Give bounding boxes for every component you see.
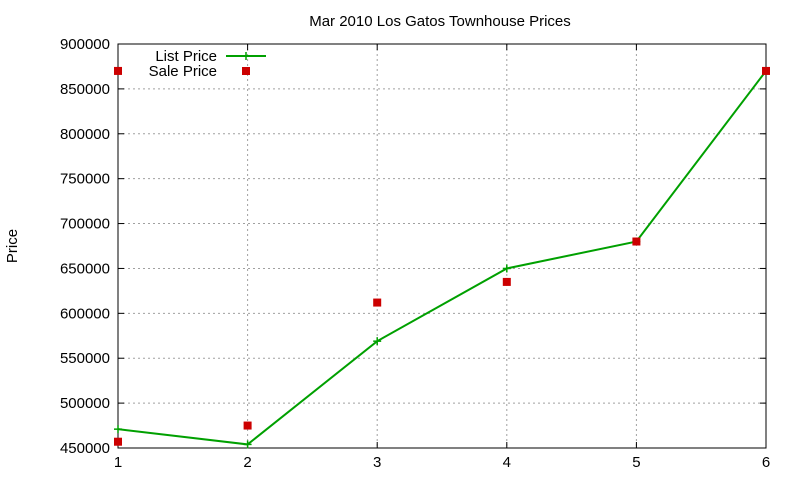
series-line-list-price (117, 70, 767, 446)
y-tick-label: 800000 (60, 126, 110, 143)
sale-price-point (373, 298, 382, 307)
y-tick-label: 550000 (60, 350, 110, 367)
axis-ticks: 450000 500000 550000 600000 650000 700000 7500… (60, 36, 770, 471)
legend-label: Sale Price (149, 63, 217, 80)
list-price-point (243, 440, 252, 449)
x-tick-label: 5 (632, 454, 640, 471)
y-tick-label: 850000 (60, 81, 110, 98)
y-tick-label: 600000 (60, 305, 110, 322)
x-tick-label: 2 (243, 454, 251, 471)
legend-label: List Price (155, 48, 217, 65)
sale-price-point (243, 421, 252, 430)
y-tick-label: 450000 (60, 440, 110, 457)
sale-price-point (502, 277, 511, 286)
y-tick-label: 750000 (60, 171, 110, 188)
x-tick-label: 4 (503, 454, 511, 471)
y-tick-label: 900000 (60, 36, 110, 53)
y-tick-label: 650000 (60, 260, 110, 277)
legend-square-swatch (242, 67, 250, 75)
sale-price-point (114, 437, 122, 446)
y-tick-label: 700000 (60, 216, 110, 233)
sale-price-point (632, 237, 641, 246)
sale-price-point (114, 66, 122, 75)
chart-title: Mar 2010 Los Gatos Townhouse Prices (309, 13, 571, 30)
x-tick-label: 3 (373, 454, 381, 471)
list-price-point (502, 264, 511, 273)
list-price-point (373, 337, 382, 346)
plot-frame (117, 43, 767, 449)
sale-price-point (762, 66, 770, 75)
grid (118, 44, 766, 448)
x-tick-label: 1 (114, 454, 122, 471)
list-price-point (114, 425, 122, 434)
y-tick-label: 500000 (60, 395, 110, 412)
series (114, 66, 770, 449)
y-axis-label: Price (4, 229, 21, 263)
x-tick-label: 6 (762, 454, 770, 471)
